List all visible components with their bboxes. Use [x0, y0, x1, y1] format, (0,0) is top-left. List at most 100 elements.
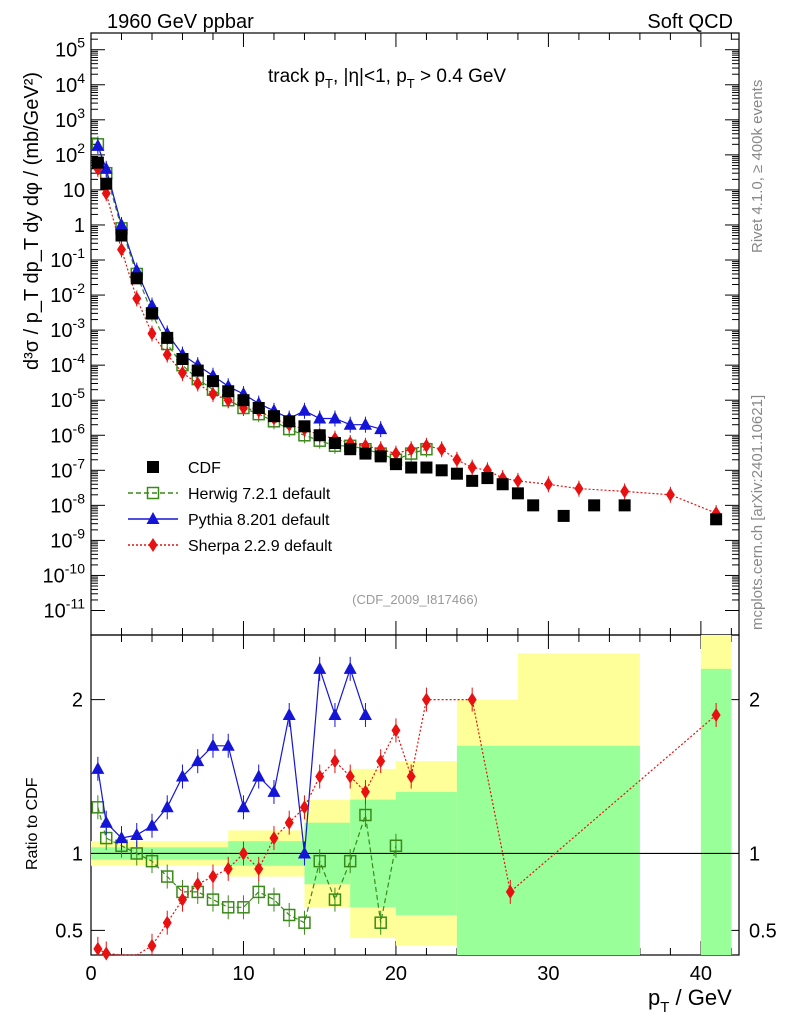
- sherpa-ratio-point: [330, 754, 340, 769]
- x-tick-label: 10: [232, 963, 254, 985]
- cdf-point: [145, 307, 158, 320]
- pythia-ratio-point: [160, 800, 174, 813]
- y-tick-exp: -2: [73, 280, 86, 296]
- cdf-point: [481, 472, 494, 485]
- sherpa-point: [574, 481, 584, 496]
- herwig-ratio-point: [252, 885, 265, 899]
- pythia-point: [328, 411, 342, 424]
- cdf-point: [511, 487, 524, 500]
- sherpa-point: [421, 438, 431, 453]
- y-tick-exp: -4: [73, 350, 86, 366]
- y-tick-label-ratio-right: 0.5: [749, 920, 777, 942]
- sherpa-ratio-point: [467, 692, 477, 707]
- side-rivet-label: Rivet 4.1.0, ≥ 400k events: [749, 80, 766, 253]
- sherpa-point: [620, 484, 630, 499]
- axes: 0 10 20 30 4010-1110-1010-910-810-710-610-51…: [43, 32, 777, 985]
- cdf-point: [252, 401, 265, 414]
- y-tick-base: 10: [50, 285, 72, 307]
- legend-marker-herwig: [146, 486, 160, 500]
- sherpa-ratio-point: [711, 708, 721, 722]
- y-tick-exp: -9: [73, 525, 86, 541]
- pythia-point: [297, 403, 311, 416]
- series-ratio: [91, 656, 721, 961]
- cdf-point: [328, 437, 341, 450]
- legend-label-cdf: CDF: [188, 460, 221, 477]
- y-tick-label: 10-5: [50, 385, 85, 412]
- y-tick-base: 10: [50, 530, 72, 552]
- pythia-point: [374, 422, 388, 435]
- herwig-ratio-point: [237, 901, 250, 914]
- plot-title-a: track p: [268, 66, 325, 87]
- sherpa-ratio-line: [97, 699, 717, 956]
- y-tick-label: 10-6: [50, 420, 85, 447]
- cdf-point: [100, 177, 113, 190]
- x-tick-label: 30: [537, 963, 559, 985]
- legend-label-pythia: Pythia 8.201 default: [188, 512, 330, 529]
- plot-title: track pT, |η|<1, pT > 0.4 GeV: [268, 66, 506, 91]
- y-tick-label: 103: [55, 105, 85, 132]
- sherpa-point: [193, 376, 203, 391]
- herwig-ratio-point: [145, 854, 159, 868]
- pythia-ratio-point: [145, 818, 159, 831]
- legend-label-herwig: Herwig 7.2.1 default: [188, 486, 331, 503]
- y-tick-label-ratio: 1: [72, 843, 83, 865]
- pythia-ratio-point: [358, 708, 372, 720]
- pythia-ratio-point: [252, 769, 266, 782]
- pythia-point: [91, 138, 105, 151]
- y-tick-label: 105: [55, 35, 85, 62]
- y-tick-exp: 4: [77, 70, 85, 86]
- cdf-point: [420, 461, 433, 474]
- pythia-ratio-point: [328, 708, 342, 720]
- pythia-point: [99, 161, 113, 174]
- cdf-point: [313, 429, 326, 442]
- y-tick-exp: 2: [77, 140, 85, 156]
- cdf-point: [298, 420, 311, 433]
- y-tick-exp: 3: [77, 105, 85, 121]
- cdf-point: [191, 364, 204, 377]
- herwig-ratio-point: [206, 893, 220, 906]
- sherpa-ratio-point: [421, 692, 431, 707]
- y-tick-label: 10-10: [43, 560, 86, 587]
- legend-label-sherpa: Sherpa 2.2.9 default: [188, 538, 333, 555]
- y-tick-label: 10-4: [50, 350, 85, 377]
- y-tick-base: 10: [43, 565, 65, 587]
- y-tick-base: 10: [55, 110, 77, 132]
- pythia-ratio-point: [91, 761, 105, 774]
- sherpa-ratio-point: [406, 769, 416, 784]
- sherpa-point: [391, 446, 401, 461]
- y-tick-label: 10-1: [50, 245, 85, 272]
- cdf-point: [206, 375, 219, 388]
- plot-title-b: , |η|<1, p: [333, 66, 407, 87]
- sherpa-ratio-point: [238, 846, 248, 861]
- y-tick-label: 102: [55, 140, 85, 167]
- x-tick-label: 20: [385, 963, 407, 985]
- cdf-point: [237, 394, 250, 407]
- cdf-point: [267, 410, 280, 423]
- cdf-point: [389, 458, 402, 471]
- y-tick-base: 10: [44, 601, 66, 623]
- pythia-point: [343, 417, 357, 430]
- sherpa-ratio-point: [162, 915, 172, 930]
- cdf-point: [359, 447, 372, 460]
- herwig-ratio-point: [130, 847, 143, 860]
- y-tick-label-ratio-right: 2: [749, 690, 760, 712]
- y-tick-exp: 5: [77, 35, 85, 51]
- herwig-ratio-point: [359, 808, 372, 822]
- sherpa-point: [543, 477, 553, 492]
- legend-marker-pythia: [146, 512, 160, 524]
- header-right: Soft QCD: [647, 11, 733, 33]
- pythia-point: [313, 411, 327, 424]
- cdf-point: [115, 229, 128, 242]
- pythia-ratio-point: [99, 815, 113, 828]
- plot-title-sub-b: T: [407, 76, 415, 91]
- y-tick-label: 10-9: [50, 525, 85, 552]
- cdf-point: [344, 443, 357, 456]
- sherpa-ratio-point: [360, 784, 370, 799]
- sherpa-point: [177, 365, 187, 380]
- sherpa-ratio-point: [376, 754, 386, 769]
- herwig-ratio-point: [160, 870, 174, 883]
- sherpa-point: [513, 473, 523, 488]
- sherpa-ratio-point: [269, 831, 279, 846]
- pythia-ratio-point: [343, 661, 357, 674]
